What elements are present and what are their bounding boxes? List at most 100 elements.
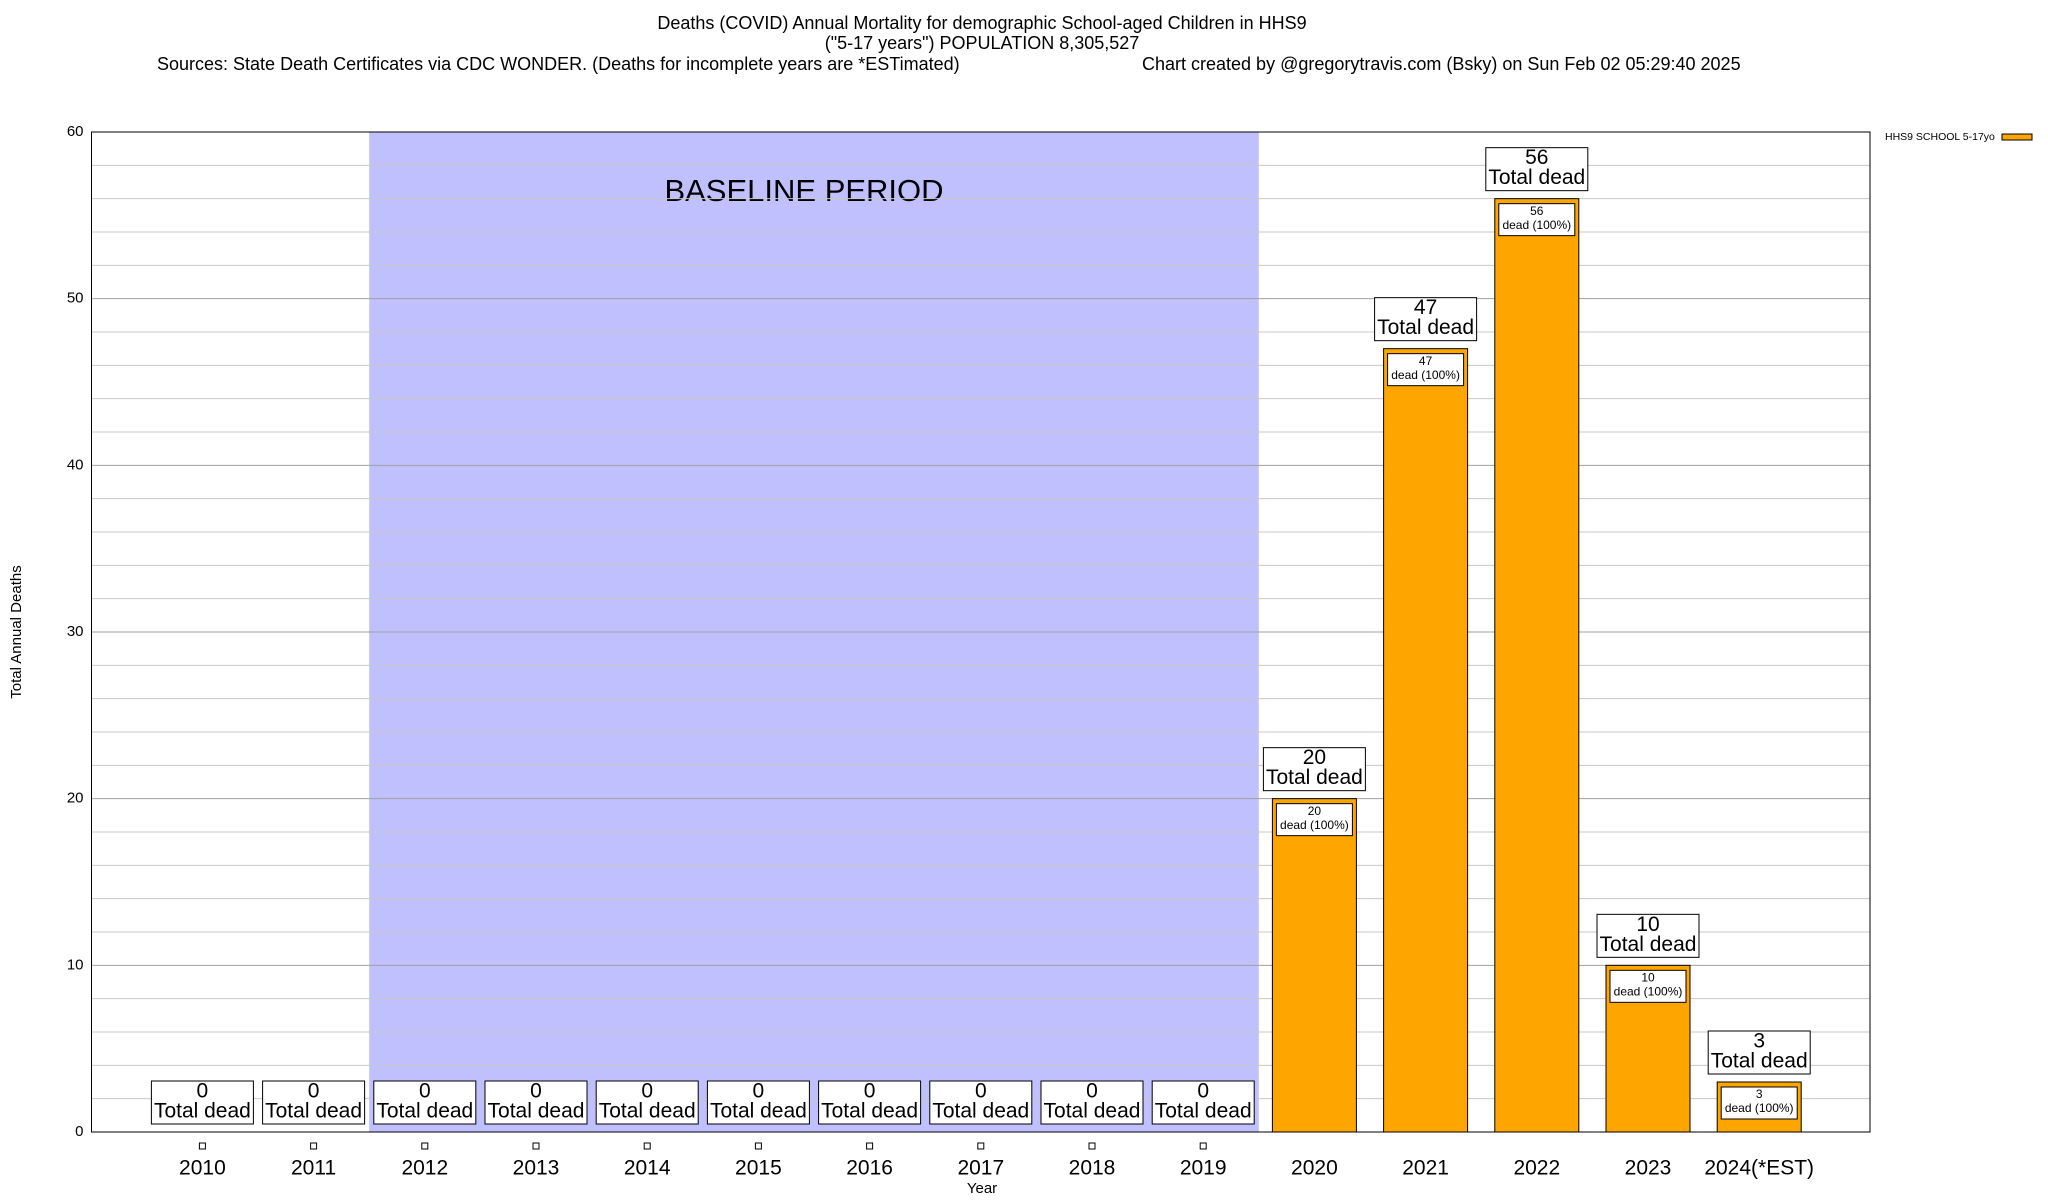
plot-frame — [91, 131, 1871, 1133]
total-label-box — [706, 1080, 810, 1125]
chart-subtitle: ("5-17 years") POPULATION 8,305,527 — [825, 33, 1140, 53]
total-label: Total dead — [1377, 316, 1474, 339]
total-label: Total dead — [1044, 1100, 1141, 1123]
total-label-box — [1040, 1080, 1144, 1125]
total-label: Total dead — [154, 1100, 251, 1123]
inner-label-box — [1609, 969, 1687, 1003]
value-label: 0 — [864, 1080, 876, 1103]
total-label-box — [818, 1080, 922, 1125]
y-tick-label: 40 — [67, 456, 84, 473]
total-label: Total dead — [599, 1100, 696, 1123]
x-tick-label: 2015 — [735, 1157, 782, 1180]
chart-title: Deaths (COVID) Annual Mortality for demo… — [657, 13, 1306, 33]
bar — [1494, 198, 1580, 1133]
y-tick-label: 10 — [67, 956, 84, 973]
total-label: Total dead — [1711, 1050, 1808, 1073]
x-tick-label: 2020 — [1291, 1157, 1338, 1180]
bar — [1271, 798, 1357, 1133]
total-label: Total dead — [1488, 166, 1585, 189]
value-label: 0 — [308, 1080, 320, 1103]
value-label: 0 — [419, 1080, 431, 1103]
chart-credit: Chart created by @gregorytravis.com (Bsk… — [1142, 54, 1741, 74]
x-tick-label: 2022 — [1513, 1157, 1560, 1180]
bar — [198, 1142, 206, 1150]
inner-share-label: dead (100%) — [1391, 368, 1460, 382]
inner-share-label: dead (100%) — [1502, 218, 1571, 232]
total-label-box — [373, 1080, 477, 1125]
y-tick-label: 0 — [75, 1123, 83, 1140]
inner-label-box — [1387, 353, 1465, 387]
x-tick-label: 2017 — [957, 1157, 1004, 1180]
total-label: Total dead — [1600, 933, 1697, 956]
x-axis-label: Year — [967, 1180, 997, 1197]
total-label-box — [1262, 747, 1366, 792]
inner-share-label: dead (100%) — [1725, 1101, 1794, 1115]
inner-share-label: dead (100%) — [1280, 818, 1349, 832]
bar — [866, 1142, 874, 1150]
bar — [421, 1142, 429, 1150]
inner-value-label: 10 — [1641, 971, 1655, 985]
legend-swatch — [2001, 133, 2033, 141]
chart-source: Sources: State Death Certificates via CD… — [157, 54, 960, 74]
x-tick-label: 2011 — [291, 1157, 336, 1180]
value-label: 20 — [1303, 746, 1326, 769]
total-label: Total dead — [1155, 1100, 1252, 1123]
inner-label-box — [1498, 203, 1576, 237]
x-tick-label: 2018 — [1069, 1157, 1116, 1180]
x-tick-label: 2016 — [846, 1157, 893, 1180]
bar — [532, 1142, 540, 1150]
total-label: Total dead — [488, 1100, 585, 1123]
y-axis-label: Total Annual Deaths — [8, 565, 25, 698]
inner-value-label: 3 — [1756, 1087, 1763, 1101]
annotation: BASELINE PERIOD — [664, 173, 943, 208]
x-tick-label: 2024(*EST) — [1704, 1157, 1814, 1180]
x-tick-label: 2019 — [1180, 1157, 1227, 1180]
bar — [643, 1142, 651, 1150]
bar — [977, 1142, 985, 1150]
legend-label: HHS9 SCHOOL 5-17yo — [1885, 131, 1995, 143]
value-label: 0 — [975, 1080, 987, 1103]
total-label-box — [929, 1080, 1033, 1125]
value-label: 0 — [197, 1080, 209, 1103]
value-label: 0 — [1197, 1080, 1209, 1103]
total-label: Total dead — [710, 1100, 807, 1123]
total-label: Total dead — [821, 1100, 918, 1123]
value-label: 0 — [530, 1080, 542, 1103]
value-label: 0 — [641, 1080, 653, 1103]
total-label-box — [595, 1080, 699, 1125]
y-tick-label: 20 — [67, 790, 84, 807]
total-label-box — [1151, 1080, 1255, 1125]
value-label: 10 — [1636, 913, 1659, 936]
total-label-box — [262, 1080, 366, 1125]
value-label: 47 — [1414, 296, 1437, 319]
bar — [310, 1142, 318, 1150]
total-label-box — [484, 1080, 588, 1125]
x-tick-label: 2010 — [179, 1157, 226, 1180]
total-label: Total dead — [376, 1100, 473, 1123]
total-label: Total dead — [265, 1100, 362, 1123]
total-label-box — [1374, 297, 1478, 342]
value-label: 0 — [753, 1080, 765, 1103]
total-label-box — [150, 1080, 254, 1125]
inner-label-box — [1720, 1086, 1798, 1120]
value-label: 0 — [1086, 1080, 1098, 1103]
x-tick-label: 2013 — [513, 1157, 560, 1180]
total-label-box — [1707, 1030, 1811, 1075]
inner-value-label: 56 — [1530, 204, 1544, 218]
inner-label-box — [1275, 803, 1353, 837]
x-tick-label: 2014 — [624, 1157, 671, 1180]
inner-value-label: 20 — [1308, 804, 1322, 818]
inner-share-label: dead (100%) — [1614, 985, 1683, 999]
total-label: Total dead — [1266, 766, 1363, 789]
total-label: Total dead — [932, 1100, 1029, 1123]
total-label-box — [1596, 913, 1700, 958]
bar — [1199, 1142, 1207, 1150]
y-tick-label: 60 — [67, 123, 84, 140]
y-tick-label: 30 — [67, 623, 84, 640]
y-tick-label: 50 — [67, 290, 84, 307]
bar — [1383, 348, 1469, 1133]
inner-value-label: 47 — [1419, 354, 1433, 368]
value-label: 56 — [1525, 146, 1548, 169]
x-tick-label: 2021 — [1402, 1157, 1449, 1180]
